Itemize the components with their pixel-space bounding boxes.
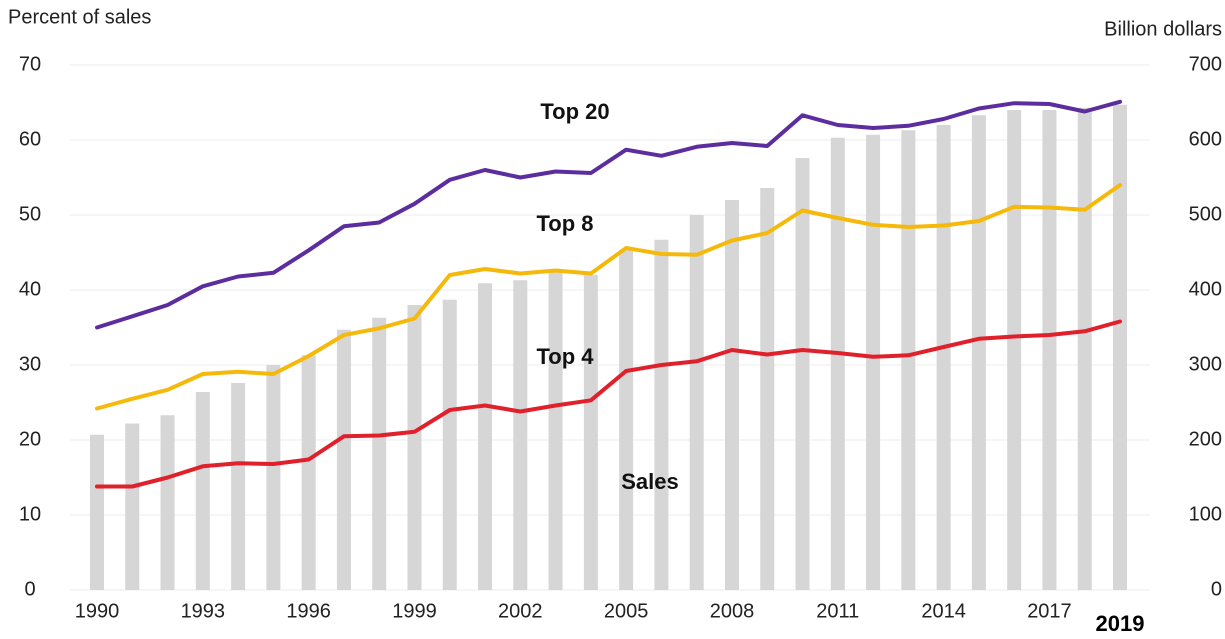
bar bbox=[760, 188, 775, 590]
x-tick-label: 1993 bbox=[181, 600, 226, 622]
bar bbox=[830, 137, 845, 590]
bar bbox=[901, 130, 916, 590]
y2-tick-label: 600 bbox=[1189, 128, 1222, 150]
annotation: Top 8 bbox=[536, 211, 593, 236]
x-tick-label: 2019 bbox=[1096, 611, 1145, 636]
y-tick-label: 70 bbox=[19, 53, 41, 75]
bar bbox=[936, 125, 951, 590]
x-tick-label: 2014 bbox=[921, 600, 966, 622]
y-tick-label: 30 bbox=[19, 353, 41, 375]
bar bbox=[1007, 110, 1022, 590]
bar bbox=[336, 329, 351, 590]
bar bbox=[160, 415, 175, 590]
bar bbox=[407, 305, 422, 590]
bar bbox=[689, 215, 704, 590]
y-tick-label: 40 bbox=[19, 278, 41, 300]
bar bbox=[619, 250, 634, 590]
bar bbox=[866, 134, 881, 590]
y2-axis-label: Billion dollars bbox=[1104, 18, 1222, 40]
bar bbox=[442, 299, 457, 590]
bar bbox=[583, 275, 598, 590]
y-tick-label: 20 bbox=[19, 428, 41, 450]
y-tick-label: 50 bbox=[19, 203, 41, 225]
y2-tick-label: 300 bbox=[1189, 353, 1222, 375]
x-tick-label: 1999 bbox=[392, 600, 437, 622]
y2-tick-label: 0 bbox=[1211, 578, 1222, 600]
bar bbox=[231, 383, 246, 590]
y2-tick-label: 100 bbox=[1189, 503, 1222, 525]
bar bbox=[266, 365, 281, 590]
y-tick-label: 0 bbox=[24, 578, 35, 600]
line bbox=[95, 99, 1122, 330]
bar bbox=[548, 269, 563, 590]
bar bbox=[90, 434, 104, 590]
bar bbox=[1077, 107, 1092, 590]
line bbox=[95, 183, 1122, 411]
grid bbox=[70, 64, 1150, 591]
y2-tick-label: 500 bbox=[1189, 203, 1222, 225]
x-tick-label: 2002 bbox=[498, 600, 543, 622]
bar bbox=[654, 239, 669, 590]
x-tick-label: 2011 bbox=[816, 600, 859, 622]
bar bbox=[195, 392, 210, 590]
bar bbox=[513, 280, 528, 590]
x-tick-label: 1996 bbox=[286, 600, 331, 622]
x-tick-label: 2005 bbox=[604, 600, 649, 622]
y-axis-label: Percent of sales bbox=[8, 6, 151, 28]
x-tick-label: 1990 bbox=[75, 600, 120, 622]
bar bbox=[301, 355, 316, 590]
y-tick-label: 10 bbox=[19, 503, 41, 525]
y2-tick-label: 200 bbox=[1189, 428, 1222, 450]
bar bbox=[1042, 110, 1057, 590]
y2-tick-label: 400 bbox=[1189, 278, 1222, 300]
annotation: Top 20 bbox=[540, 99, 609, 124]
x-tick-label: 2017 bbox=[1027, 600, 1072, 622]
bar bbox=[478, 283, 493, 590]
bar bbox=[971, 115, 986, 590]
line bbox=[95, 319, 1122, 489]
annotation: Sales bbox=[621, 469, 679, 494]
bar bbox=[372, 317, 387, 590]
y-tick-label: 60 bbox=[19, 128, 41, 150]
annotation: Top 4 bbox=[536, 344, 594, 369]
bar bbox=[1113, 104, 1127, 590]
bar bbox=[795, 158, 810, 590]
bar bbox=[724, 200, 739, 590]
y2-tick-label: 700 bbox=[1189, 53, 1222, 75]
bar bbox=[125, 423, 140, 590]
x-tick-label: 2008 bbox=[710, 600, 755, 622]
